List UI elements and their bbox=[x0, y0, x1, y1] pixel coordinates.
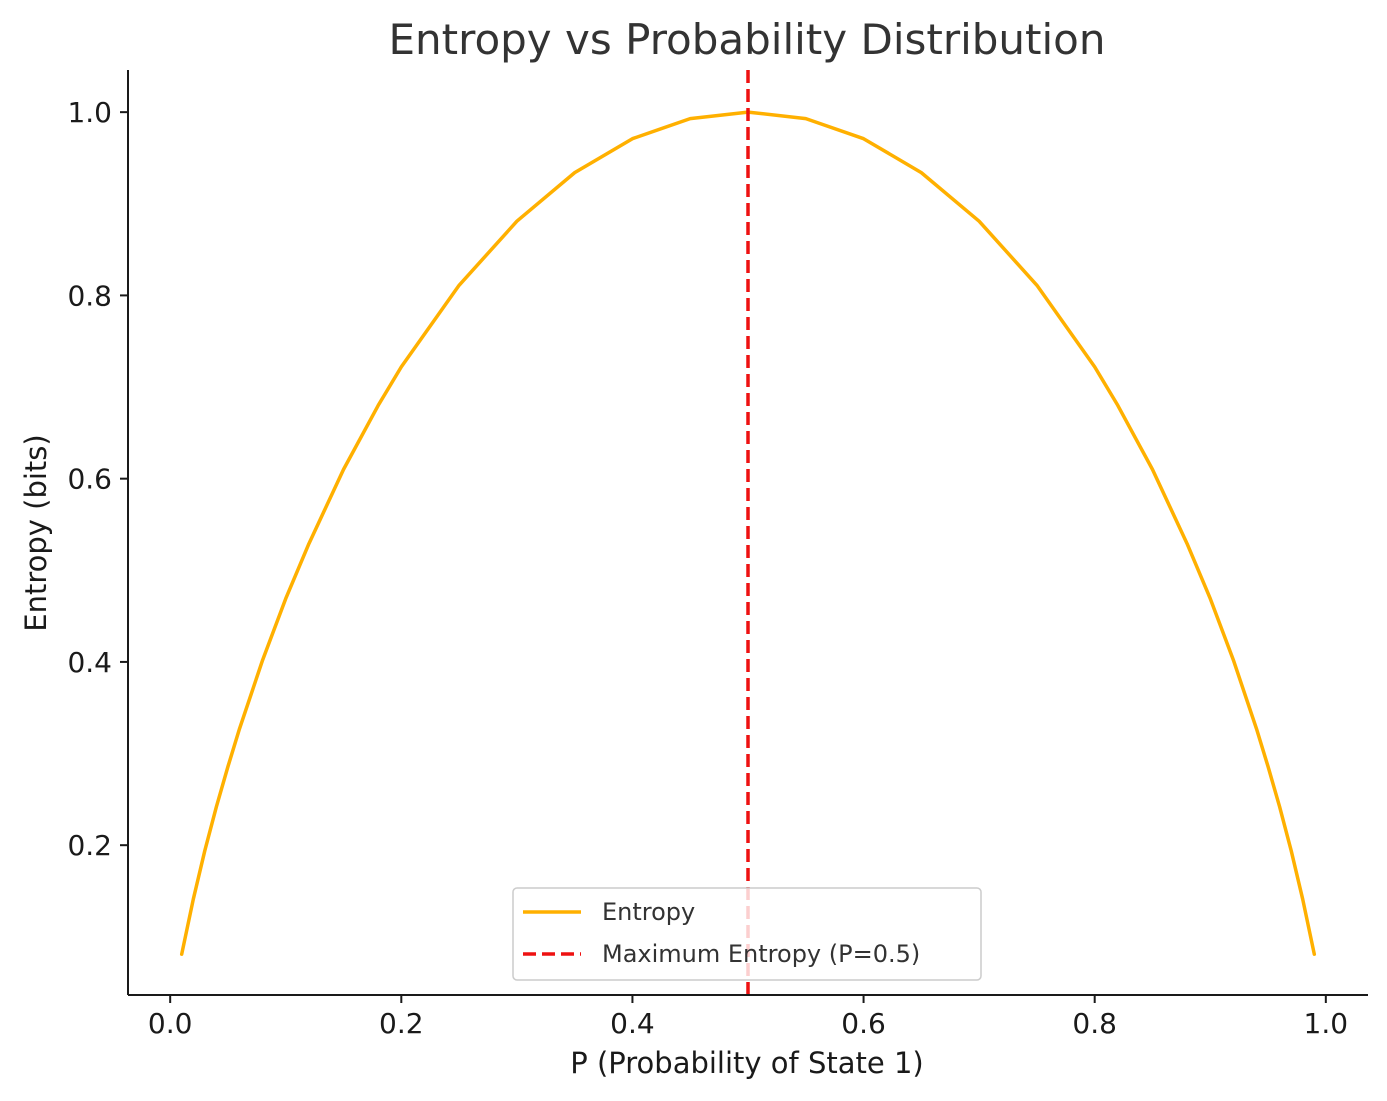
x-tick-label: 0.6 bbox=[841, 1007, 886, 1040]
legend-box bbox=[512, 887, 982, 981]
x-tick-label: 0.8 bbox=[1072, 1007, 1117, 1040]
x-axis-ticks: 0.0 0.2 0.4 0.6 0.8 1.0 bbox=[148, 995, 1348, 1040]
legend-label-entropy: Entropy bbox=[602, 898, 695, 926]
legend: Entropy Maximum Entropy (P=0.5) bbox=[512, 887, 982, 981]
x-tick-label: 0.2 bbox=[379, 1007, 424, 1040]
y-axis-ticks: 0.2 0.4 0.6 0.8 1.0 bbox=[67, 96, 128, 862]
y-axis-label: Entropy (bits) bbox=[19, 434, 53, 631]
x-axis-label: P (Probability of State 1) bbox=[570, 1046, 923, 1080]
y-tick-label: 0.4 bbox=[67, 646, 112, 679]
y-tick-label: 0.8 bbox=[67, 279, 112, 312]
y-tick-label: 1.0 bbox=[67, 96, 112, 129]
x-tick-label: 0.4 bbox=[610, 1007, 655, 1040]
y-tick-label: 0.2 bbox=[67, 829, 112, 862]
x-tick-label: 1.0 bbox=[1304, 1007, 1349, 1040]
plot-area bbox=[179, 70, 1317, 995]
y-tick-label: 0.6 bbox=[67, 463, 112, 496]
x-tick-label: 0.0 bbox=[148, 1007, 193, 1040]
chart-title: Entropy vs Probability Distribution bbox=[388, 15, 1105, 64]
legend-label-maximum-entropy: Maximum Entropy (P=0.5) bbox=[602, 940, 920, 968]
